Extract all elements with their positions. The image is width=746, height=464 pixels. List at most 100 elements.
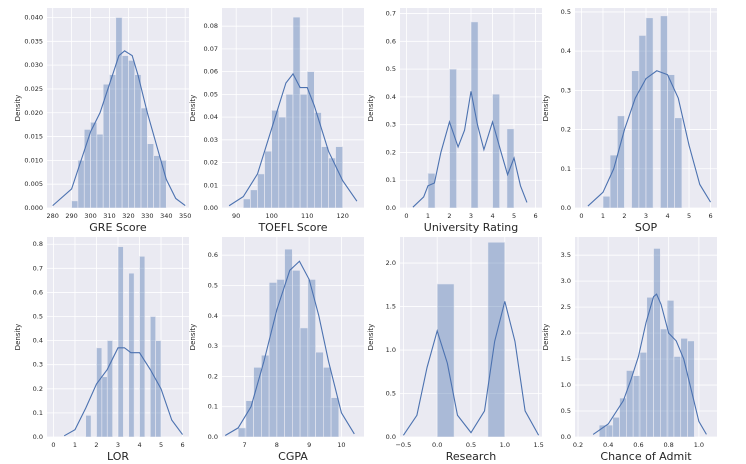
x-tick-label: 2 xyxy=(94,441,98,449)
kde-line xyxy=(592,293,707,435)
x-tick-label: 4 xyxy=(490,212,494,220)
x-tick-label: −0.5 xyxy=(395,441,411,449)
x-tick-label: 7 xyxy=(243,441,247,449)
histogram-bar xyxy=(250,189,258,208)
x-tick-label: 3 xyxy=(469,212,473,220)
histogram-bar xyxy=(666,300,675,437)
x-tick-label: 0 xyxy=(579,212,583,220)
x-tick-label: 1.0 xyxy=(500,441,510,449)
x-tick-label: 330 xyxy=(141,212,153,220)
x-tick-label: 3 xyxy=(644,212,648,220)
histogram-bar xyxy=(264,150,273,208)
y-tick-label: 0.4 xyxy=(561,47,571,55)
histogram-bar xyxy=(253,367,262,437)
x-tick-label: 4 xyxy=(665,212,669,220)
y-tick-label: 0.0 xyxy=(208,433,218,441)
histogram-bar xyxy=(243,198,251,208)
y-tick-label: 0.6 xyxy=(386,37,396,45)
histogram-bar xyxy=(96,133,104,208)
y-tick-label: 0.04 xyxy=(204,113,218,121)
y-tick-label: 1.0 xyxy=(561,381,571,389)
y-axis-label: Density xyxy=(542,324,550,351)
plot-content xyxy=(587,15,712,208)
y-tick-label: 0.08 xyxy=(204,22,218,30)
x-tick-label: 350 xyxy=(179,212,191,220)
histogram-bar xyxy=(101,376,108,437)
y-tick-label: 0.030 xyxy=(24,61,43,69)
y-axis-label: Density xyxy=(14,95,22,122)
histogram-bar xyxy=(153,155,161,208)
y-tick-label: 0.0 xyxy=(386,204,396,212)
x-axis-label: GRE Score xyxy=(89,221,147,234)
y-tick-label: 0.6 xyxy=(33,288,43,296)
x-tick-label: 6 xyxy=(708,212,712,220)
y-tick-label: 0.025 xyxy=(24,85,43,93)
x-tick-label: 1 xyxy=(601,212,605,220)
histogram-bar xyxy=(639,352,648,437)
y-tick-label: 0.2 xyxy=(33,385,43,393)
y-tick-label: 0.4 xyxy=(208,312,218,320)
histogram-bar xyxy=(673,356,682,437)
histogram-bar xyxy=(276,279,285,437)
x-tick-label: 100 xyxy=(265,212,277,220)
x-tick-label: 5 xyxy=(687,212,691,220)
histogram-bar xyxy=(667,74,675,208)
histogram-bar xyxy=(90,121,98,208)
y-tick-label: 0.1 xyxy=(33,409,43,417)
x-tick-label: 1 xyxy=(73,441,77,449)
histogram-bar xyxy=(307,279,316,437)
x-tick-label: 0 xyxy=(404,212,408,220)
x-tick-label: 340 xyxy=(160,212,172,220)
y-tick-label: 0.7 xyxy=(386,10,396,18)
y-tick-label: 0.5 xyxy=(208,281,218,289)
plot-content xyxy=(402,241,540,437)
histogram-bar xyxy=(292,16,301,208)
y-tick-label: 0.035 xyxy=(24,37,43,45)
kde-line xyxy=(412,91,528,208)
histogram-bar xyxy=(109,74,117,208)
histogram-bar xyxy=(660,328,668,437)
y-tick-label: 0.040 xyxy=(24,14,43,22)
histogram-bar xyxy=(306,71,315,208)
subplot: 0.00.51.01.52.0−0.5 0.0 0.5 1.0 1.5ResearchD… xyxy=(367,237,544,463)
x-tick-label: 1.0 xyxy=(694,441,704,449)
histogram-bar xyxy=(285,94,294,208)
histogram-bar xyxy=(323,367,332,437)
histogram-bar xyxy=(605,424,614,437)
x-tick-label: 290 xyxy=(65,212,77,220)
y-tick-label: 0.0 xyxy=(561,204,571,212)
subplot: 0.00.51.01.52.02.53.03.50.2 0.4 0.6 0.8 1.0C… xyxy=(542,237,717,463)
histogram-bar xyxy=(268,282,278,437)
y-tick-label: 0.010 xyxy=(24,156,43,164)
histogram-bar xyxy=(487,241,506,437)
histogram-bar xyxy=(128,272,135,437)
plot-content xyxy=(592,248,707,437)
y-tick-label: 0.5 xyxy=(561,8,571,16)
subplot: 0.0 0.1 0.2 0.3 0.4 0.5 0.6 7 8 9 10 CGPA Density xyxy=(189,237,364,463)
x-tick-label: 1.5 xyxy=(533,441,543,449)
y-tick-label: 0.00 xyxy=(204,204,218,212)
histogram-bar xyxy=(328,157,336,208)
y-tick-label: 0.02 xyxy=(204,159,218,167)
y-tick-label: 0.0 xyxy=(386,433,396,441)
x-tick-label: 0.2 xyxy=(573,441,583,449)
x-tick-label: 90 xyxy=(232,212,240,220)
y-tick-label: 0.8 xyxy=(33,240,43,248)
y-tick-label: 0.2 xyxy=(561,126,571,134)
histogram-bar xyxy=(674,117,683,208)
x-tick-label: 310 xyxy=(103,212,115,220)
histogram-bar xyxy=(245,400,254,437)
histogram-bar xyxy=(96,347,103,437)
x-axis-label: SOP xyxy=(635,221,658,234)
histogram-bar xyxy=(645,17,654,208)
x-tick-label: 320 xyxy=(122,212,134,220)
y-tick-label: 0.0 xyxy=(561,433,571,441)
y-axis-label: Density xyxy=(367,324,375,351)
histogram-bar xyxy=(128,60,136,208)
histogram-bar xyxy=(106,340,113,437)
x-tick-label: 8 xyxy=(275,441,279,449)
x-axis-label: LOR xyxy=(107,450,129,463)
x-axis-label: CGPA xyxy=(278,450,308,463)
histogram-bar xyxy=(492,93,500,208)
y-tick-label: 2.0 xyxy=(386,259,396,267)
